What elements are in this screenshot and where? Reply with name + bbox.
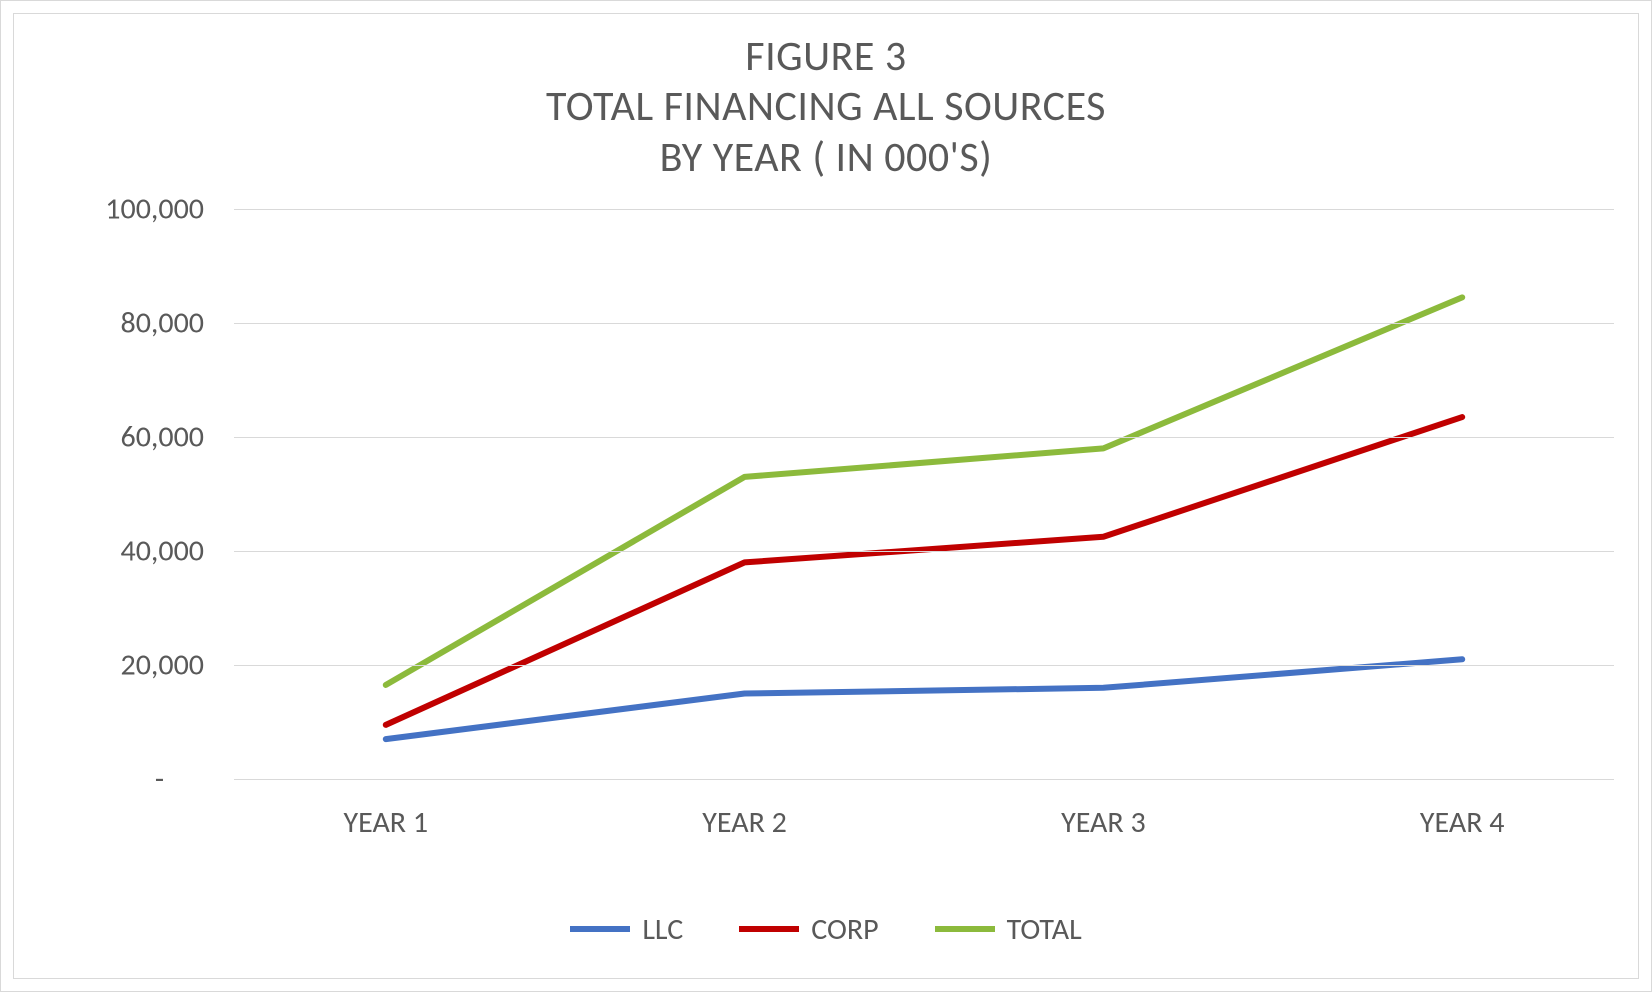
chart-inner: FIGURE 3 TOTAL FINANCING ALL SOURCES BY … <box>13 13 1639 979</box>
y-tick-label: 60,000 <box>14 419 204 456</box>
plot-area <box>234 209 1614 779</box>
legend-swatch <box>739 926 799 932</box>
gridline <box>234 779 1614 780</box>
chart-title-line-1: FIGURE 3 <box>14 32 1638 82</box>
y-tick-label: 80,000 <box>14 305 204 342</box>
legend-swatch <box>570 926 630 932</box>
legend-item: TOTAL <box>935 911 1082 948</box>
legend-label: TOTAL <box>1007 911 1082 948</box>
chart-title-line-2: TOTAL FINANCING ALL SOURCES <box>14 82 1638 132</box>
gridline <box>234 209 1614 210</box>
legend-label: LLC <box>642 911 683 948</box>
legend-swatch <box>935 926 995 932</box>
y-tick-label: 40,000 <box>14 533 204 570</box>
gridline <box>234 551 1614 552</box>
legend-label: CORP <box>811 911 878 948</box>
x-tick-label: YEAR 4 <box>1420 804 1505 841</box>
series-lines <box>234 209 1614 779</box>
legend-item: CORP <box>739 911 878 948</box>
series-line <box>386 297 1462 685</box>
chart-container: FIGURE 3 TOTAL FINANCING ALL SOURCES BY … <box>0 0 1652 992</box>
gridline <box>234 323 1614 324</box>
y-tick-label: - <box>14 761 204 798</box>
y-tick-label: 100,000 <box>14 191 204 228</box>
x-tick-label: YEAR 2 <box>702 804 787 841</box>
chart-title: FIGURE 3 TOTAL FINANCING ALL SOURCES BY … <box>14 32 1638 183</box>
y-tick-label: 20,000 <box>14 647 204 684</box>
x-tick-label: YEAR 3 <box>1061 804 1146 841</box>
series-line <box>386 659 1462 739</box>
chart-title-line-3: BY YEAR ( IN 000'S) <box>14 133 1638 183</box>
legend: LLC CORP TOTAL <box>14 904 1638 948</box>
gridline <box>234 665 1614 666</box>
gridline <box>234 437 1614 438</box>
x-tick-label: YEAR 1 <box>344 804 429 841</box>
legend-item: LLC <box>570 911 683 948</box>
